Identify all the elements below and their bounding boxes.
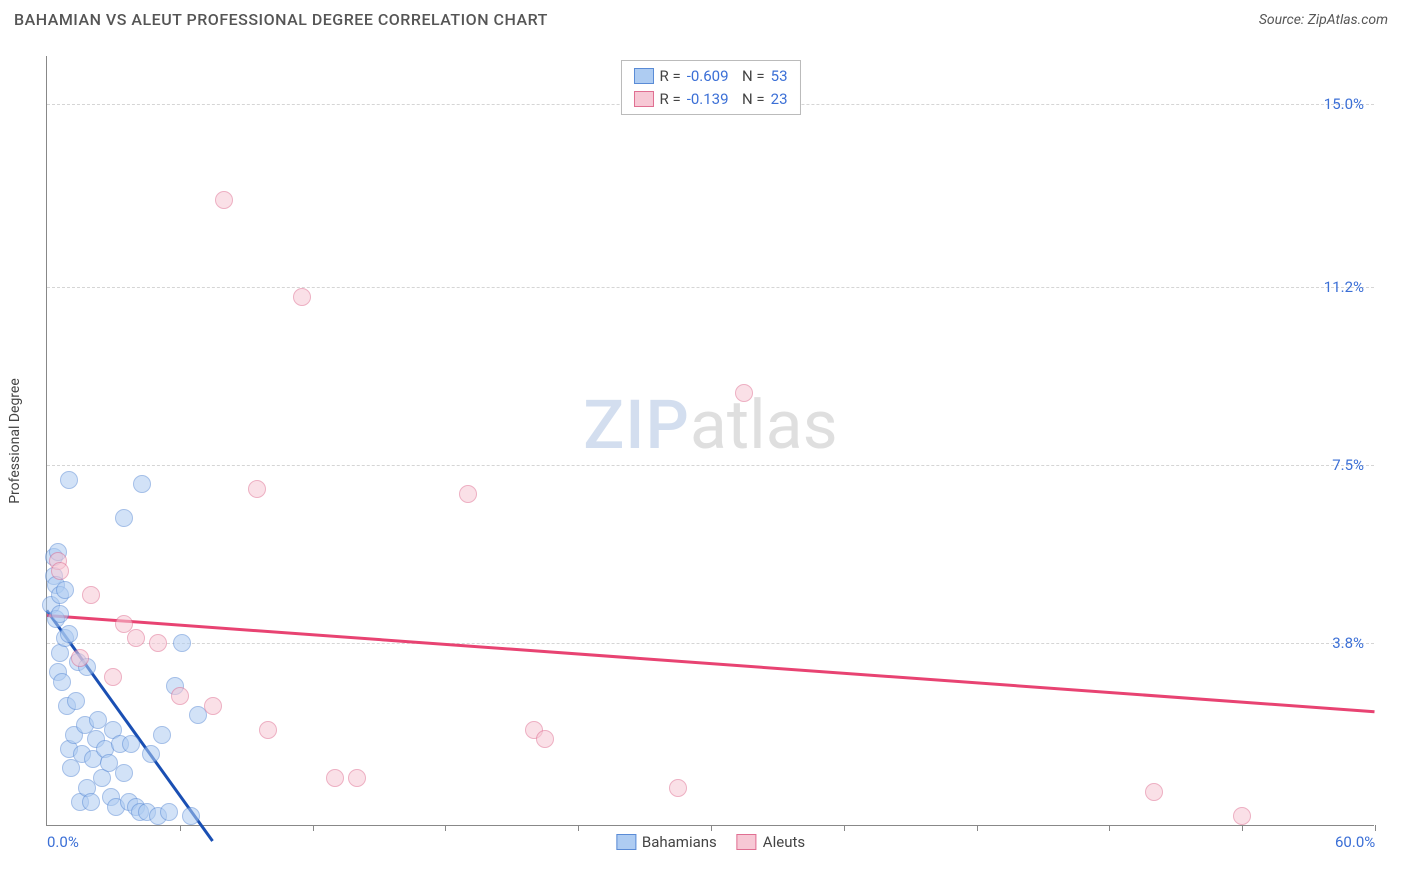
legend-swatch [616,834,636,850]
scatter-point [326,769,344,787]
series-legend: Bahamians Aleuts [616,833,805,851]
scatter-point [127,629,145,647]
legend-swatch [737,834,757,850]
legend-row: R = -0.609 N = 53 [633,65,787,88]
legend-swatch [633,91,653,107]
scatter-point [215,191,233,209]
scatter-point [82,793,100,811]
watermark-zip: ZIP [583,385,690,465]
scatter-point [149,634,167,652]
scatter-point [248,480,266,498]
source-attribution: Source: ZipAtlas.com [1259,12,1388,28]
scatter-point [115,509,133,527]
scatter-point [182,807,200,825]
scatter-point [51,605,69,623]
scatter-point [669,779,687,797]
legend-item: Aleuts [737,833,805,851]
legend-n-value: 23 [771,88,788,111]
scatter-point [536,730,554,748]
scatter-point [51,562,69,580]
trendline [47,614,1375,713]
legend-n-label: N = [735,88,765,111]
scatter-point [348,769,366,787]
legend-r-label: R = [659,88,680,111]
xtick [445,825,446,831]
scatter-point [735,384,753,402]
legend-n-label: N = [735,65,765,88]
watermark: ZIPatlas [583,385,838,465]
scatter-point [56,581,74,599]
legend-r-value: -0.139 [687,88,729,111]
ytick-label: 11.2% [1324,278,1364,296]
legend-row: R = -0.139 N = 23 [633,88,787,111]
scatter-point [142,745,160,763]
xaxis-label: 0.0% [47,833,79,851]
plot-area: Professional Degree ZIPatlas 3.8%7.5%11.… [46,56,1374,826]
xtick [977,825,978,831]
scatter-point [293,288,311,306]
legend-r-label: R = [659,65,680,88]
scatter-point [115,764,133,782]
ytick-label: 3.8% [1332,634,1364,652]
header: BAHAMIAN VS ALEUT PROFESSIONAL DEGREE CO… [0,0,1406,37]
xtick [313,825,314,831]
ytick-label: 15.0% [1324,95,1364,113]
xtick [1109,825,1110,831]
xtick [711,825,712,831]
scatter-point [122,735,140,753]
legend-n-value: 53 [771,65,788,88]
yaxis-title: Professional Degree [7,378,23,504]
scatter-point [153,726,171,744]
correlation-legend: R = -0.609 N = 53R = -0.139 N = 23 [620,60,800,115]
scatter-point [67,692,85,710]
scatter-point [1233,807,1251,825]
scatter-point [259,721,277,739]
xtick [578,825,579,831]
scatter-point [1145,783,1163,801]
xtick [180,825,181,831]
legend-label: Bahamians [642,833,717,851]
ytick-label: 7.5% [1332,456,1364,474]
scatter-point [160,803,178,821]
scatter-point [459,485,477,503]
scatter-point [82,586,100,604]
scatter-point [204,697,222,715]
xtick [844,825,845,831]
legend-r-value: -0.609 [687,65,729,88]
chart-title: BAHAMIAN VS ALEUT PROFESSIONAL DEGREE CO… [14,10,548,29]
xtick [1375,825,1376,831]
scatter-point [104,668,122,686]
legend-label: Aleuts [763,833,805,851]
xaxis-label: 60.0% [1335,833,1375,851]
legend-swatch [633,68,653,84]
gridline [47,643,1374,644]
gridline [47,287,1374,288]
scatter-point [173,634,191,652]
scatter-point [71,649,89,667]
scatter-point [53,673,71,691]
watermark-atlas: atlas [690,385,838,465]
xtick [1242,825,1243,831]
gridline [47,465,1374,466]
legend-item: Bahamians [616,833,717,851]
scatter-point [171,687,189,705]
scatter-point [60,471,78,489]
scatter-point [60,625,78,643]
scatter-point [133,475,151,493]
